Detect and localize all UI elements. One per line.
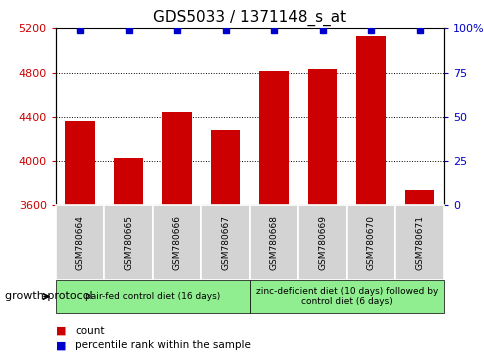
Text: growth protocol: growth protocol xyxy=(5,291,92,302)
Bar xyxy=(346,205,394,280)
Bar xyxy=(56,205,104,280)
Text: ■: ■ xyxy=(56,340,66,350)
Bar xyxy=(298,205,346,280)
Bar xyxy=(65,121,94,205)
Bar xyxy=(56,280,249,313)
Text: count: count xyxy=(75,326,105,336)
Bar xyxy=(104,205,152,280)
Bar xyxy=(201,205,249,280)
Text: GSM780669: GSM780669 xyxy=(318,215,326,270)
Text: GSM780666: GSM780666 xyxy=(172,215,181,270)
Text: GSM780665: GSM780665 xyxy=(124,215,133,270)
Text: zinc-deficient diet (10 days) followed by
control diet (6 days): zinc-deficient diet (10 days) followed b… xyxy=(255,287,437,306)
Text: GSM780670: GSM780670 xyxy=(366,215,375,270)
Text: pair-fed control diet (16 days): pair-fed control diet (16 days) xyxy=(85,292,220,301)
Text: GSM780667: GSM780667 xyxy=(221,215,229,270)
Text: ■: ■ xyxy=(56,326,66,336)
Bar xyxy=(249,280,443,313)
Bar xyxy=(152,205,201,280)
Text: GSM780668: GSM780668 xyxy=(269,215,278,270)
Text: GSM780671: GSM780671 xyxy=(414,215,423,270)
Bar xyxy=(162,113,191,205)
Bar xyxy=(356,36,385,205)
Text: percentile rank within the sample: percentile rank within the sample xyxy=(75,340,251,350)
Bar xyxy=(404,190,433,205)
Bar xyxy=(211,130,240,205)
Bar xyxy=(394,205,443,280)
Bar xyxy=(259,72,288,205)
Bar xyxy=(249,205,298,280)
Text: GSM780664: GSM780664 xyxy=(76,215,84,270)
Title: GDS5033 / 1371148_s_at: GDS5033 / 1371148_s_at xyxy=(153,9,346,25)
Bar xyxy=(114,158,143,205)
Bar xyxy=(307,69,336,205)
